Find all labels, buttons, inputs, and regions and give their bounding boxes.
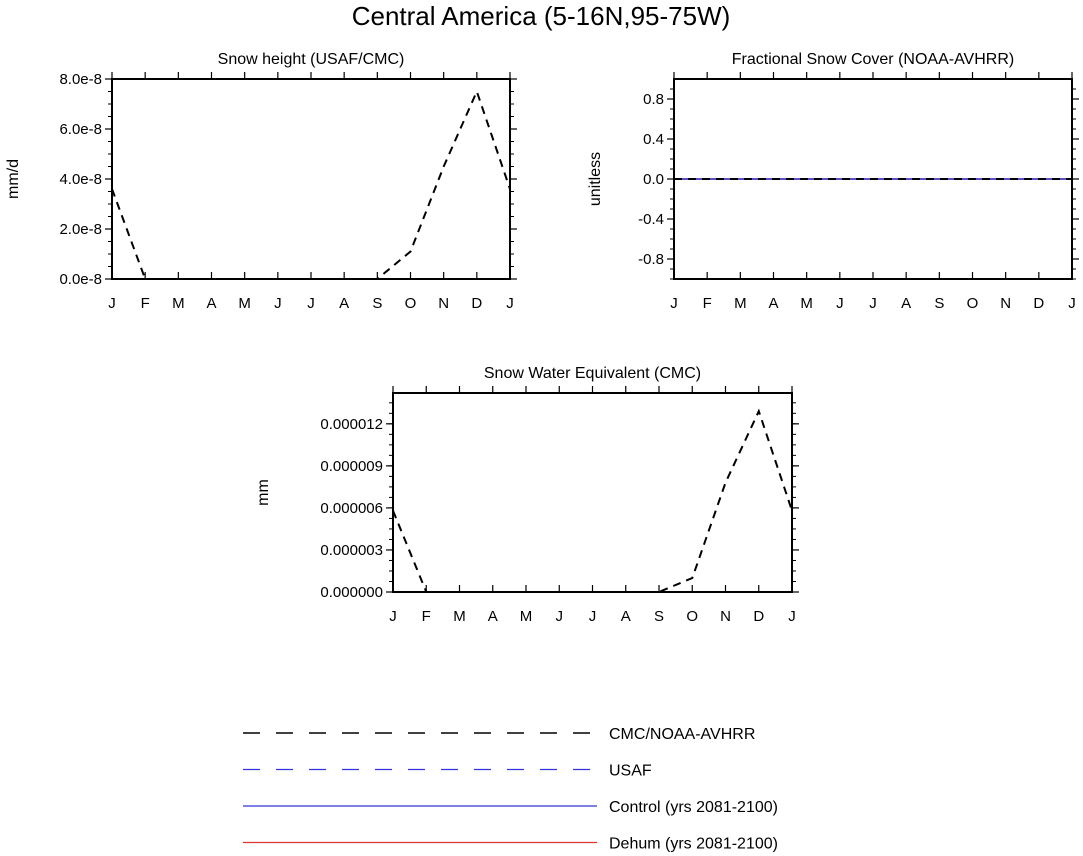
y-tick-label: 0.000006 (320, 500, 383, 517)
x-tick-label: M (734, 295, 747, 312)
plot-frame (111, 78, 511, 280)
x-tick-label: J (108, 295, 116, 312)
panel-1: Snow height (USAF/CMC)mm/dJ F M A M J J A S O N D J0… (5, 51, 517, 312)
panel-2: Fractional Snow Cover (NOAA-AVHRR) unitle… (587, 51, 1079, 312)
y-tick-label: 0.0 (643, 171, 664, 188)
y-tick-label: 0.000003 (320, 542, 383, 559)
x-tick-label: A (206, 295, 216, 312)
x-tick-label: S (372, 295, 382, 312)
x-tick-label: J (589, 608, 597, 625)
x-tick-label: M (453, 608, 466, 625)
x-tick-label: F (141, 295, 150, 312)
x-tick-label: J (389, 608, 397, 625)
y-tick-label: 0.0e-8 (59, 271, 102, 288)
x-tick-label: A (339, 295, 349, 312)
y-tick-label: 0.4 (643, 131, 664, 148)
plot-frame (392, 392, 793, 593)
x-tick-label: D (753, 608, 764, 625)
legend-label: USAF (609, 763, 652, 780)
x-tick-label: J (836, 295, 844, 312)
x-tick-label: J (869, 295, 877, 312)
legend-label: Control (yrs 2081-2100) (609, 799, 778, 816)
series-line-cmc-noaa-avhrr (392, 408, 793, 593)
y-tick-label: 4.0e-8 (59, 171, 102, 188)
x-tick-label: M (520, 608, 533, 625)
x-tick-label: N (720, 608, 731, 625)
x-tick-label: S (654, 608, 664, 625)
x-tick-label: N (438, 295, 449, 312)
x-tick-label: D (471, 295, 482, 312)
y-tick-label: 0.000012 (320, 416, 383, 433)
series-line-cmc-noaa-avhrr (111, 88, 511, 280)
panel-3: Snow Water Equivalent (CMC) mm J F M A M J J A S O N… (255, 365, 799, 625)
y-axis-label: unitless (587, 152, 604, 206)
x-tick-label: O (405, 295, 417, 312)
y-tick-label: 0.000009 (320, 458, 383, 475)
y-tick-label: 6.0e-8 (59, 121, 102, 138)
x-tick-label: J (788, 608, 796, 625)
panel-title: Snow Water Equivalent (CMC) (484, 365, 701, 382)
legend-label: CMC/NOAA-AVHRR (609, 726, 755, 743)
x-tick-label: M (172, 295, 185, 312)
x-tick-label: F (703, 295, 712, 312)
x-tick-label: J (556, 608, 564, 625)
x-tick-label: M (238, 295, 251, 312)
x-tick-label: J (1068, 295, 1076, 312)
x-tick-label: J (274, 295, 282, 312)
x-tick-label: A (768, 295, 778, 312)
panel-title: Snow height (USAF/CMC) (218, 51, 405, 68)
x-tick-label: A (488, 608, 498, 625)
y-tick-label: 0.8 (643, 91, 664, 108)
legend: CMC/NOAA-AVHRR USAF Control (yrs 2081-2100… (243, 726, 778, 853)
x-tick-label: J (307, 295, 315, 312)
x-tick-label: F (422, 608, 431, 625)
y-tick-label: 2.0e-8 (59, 221, 102, 238)
y-tick-label: 8.0e-8 (59, 71, 102, 88)
x-tick-label: A (621, 608, 631, 625)
x-tick-label: J (670, 295, 678, 312)
legend-label: Dehum (yrs 2081-2100) (609, 836, 778, 853)
x-tick-label: S (934, 295, 944, 312)
x-tick-label: O (967, 295, 979, 312)
y-axis-label: mm/d (5, 159, 22, 199)
y-axis-label: mm (255, 479, 272, 506)
x-tick-label: N (1000, 295, 1011, 312)
x-tick-label: M (800, 295, 813, 312)
y-tick-label: -0.4 (638, 211, 664, 228)
x-tick-label: D (1033, 295, 1044, 312)
x-tick-label: J (506, 295, 514, 312)
panel-title: Fractional Snow Cover (NOAA-AVHRR) (732, 51, 1014, 68)
main-title: Central America (5-16N,95-75W) (352, 1, 731, 31)
y-tick-label: 0.000000 (320, 584, 383, 601)
x-tick-label: A (901, 295, 911, 312)
x-tick-label: O (686, 608, 698, 625)
y-tick-label: -0.8 (638, 251, 664, 268)
